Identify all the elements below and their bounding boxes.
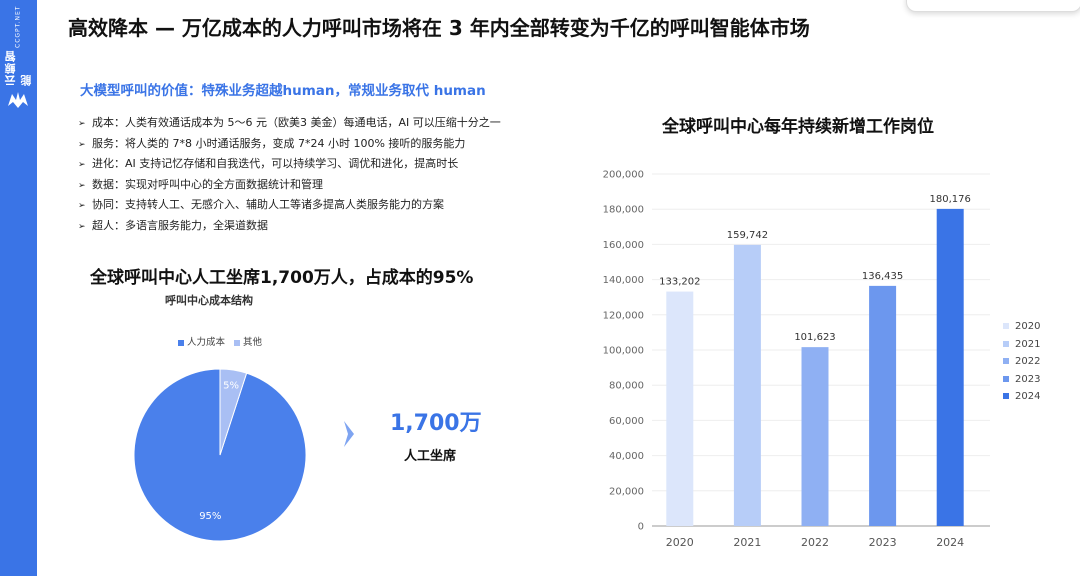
- bar: [801, 347, 829, 526]
- list-item: ➢ 服务：将人类的 7*8 小时通话服务，变成 7*24 小时 100% 接听的服…: [78, 134, 501, 155]
- bar-chart-title: 全球呼叫中心每年持续新增工作岗位: [662, 117, 934, 137]
- seat-count-label: 人工坐席: [404, 449, 457, 464]
- list-item: ➢ 协同：支持转人工、无感介入、辅助人工等诸多提高人类服务能力的方案: [78, 195, 501, 216]
- legend-swatch: [1003, 358, 1009, 364]
- y-tick-label: 180,000: [603, 205, 644, 216]
- bar-legend-item: 2024: [1003, 388, 1040, 406]
- bar-legend-item: 2021: [1003, 336, 1040, 354]
- pie-data-label: 5%: [223, 380, 239, 391]
- arrow-bullet-icon: ➢: [78, 180, 86, 191]
- brand-logo-icon: [8, 92, 28, 108]
- y-tick-label: 80,000: [609, 381, 644, 392]
- legend-swatch: [1003, 340, 1009, 347]
- list-item: ➢ 超人：多语言服务能力，全渠道数据: [78, 216, 501, 237]
- y-tick-label: 60,000: [609, 416, 644, 427]
- brand-logotype: 云鲸智能 CCGPT.NET: [4, 6, 33, 86]
- pie-legend-item: 人力成本: [178, 337, 225, 348]
- bar-legend-item: 2023: [1003, 371, 1040, 389]
- seat-count: 1,700万: [390, 411, 482, 436]
- y-tick-label: 100,000: [603, 346, 644, 357]
- legend-swatch: [234, 339, 241, 346]
- seat-heading: 全球呼叫中心人工坐席1,700万人，占成本的95%: [90, 268, 474, 288]
- y-tick-label: 160,000: [603, 240, 644, 251]
- sidebar: 云鲸智能 CCGPT.NET: [0, 0, 37, 576]
- top-overlay-card: [906, 0, 1080, 12]
- pie-chart-title: 呼叫中心成本结构: [165, 294, 253, 307]
- arrow-bullet-icon: ➢: [78, 119, 86, 129]
- arrow-bullet-icon: ➢: [78, 139, 86, 150]
- bar: [733, 244, 761, 527]
- page-title: 高效降本 — 万亿成本的人力呼叫市场将在 3 年内全部转变为千亿的呼叫智能体市场: [68, 16, 810, 40]
- y-tick-label: 120,000: [603, 310, 644, 321]
- arrow-bullet-icon: ➢: [78, 201, 86, 212]
- value-bullet-list: ➢ 成本：人类有效通话成本为 5～6 元（欧美3 美金）每通电话，AI 可以压缩十…: [78, 113, 501, 237]
- y-tick-label: 20,000: [609, 486, 644, 497]
- bar-legend-item: 2022: [1003, 353, 1040, 371]
- pie-legend: 人力成本 其他: [178, 334, 268, 348]
- pie-slice: [219, 368, 248, 456]
- bar-legend-item: 2020: [1003, 318, 1040, 336]
- x-tick-label: 2024: [936, 536, 964, 549]
- y-tick-label: 200,000: [603, 170, 644, 181]
- bar-data-label: 133,202: [659, 277, 700, 288]
- bar: [666, 291, 694, 526]
- list-item: ➢ 成本：人类有效通话成本为 5～6 元（欧美3 美金）每通电话，AI 可以压缩十…: [78, 113, 501, 134]
- x-tick-label: 2020: [666, 536, 694, 549]
- arrow-bullet-icon: ➢: [78, 221, 86, 232]
- x-tick-label: 2022: [801, 536, 829, 549]
- legend-swatch: [1003, 393, 1009, 399]
- legend-swatch: [178, 339, 184, 346]
- y-tick-label: 40,000: [609, 451, 644, 462]
- y-tick-label: 0: [638, 522, 644, 533]
- brand-site: CCGPT.NET: [14, 6, 22, 49]
- legend-swatch: [1003, 323, 1009, 329]
- pie-data-label: 95%: [199, 511, 221, 522]
- bar-legend: 2020 2021 2022 2023 2024: [1003, 318, 1040, 406]
- pie-chart: 95% 5%: [133, 368, 307, 542]
- chevron-right-icon: [344, 421, 354, 447]
- bar-chart: 0 20,000 40,000 60,000 80,000 100,000 120,000 1…: [603, 170, 990, 549]
- x-tick-label: 2021: [733, 536, 761, 549]
- bar: [869, 285, 897, 526]
- bar-data-label: 180,176: [930, 194, 971, 205]
- list-item: ➢ 数据：实现对呼叫中心的全方面数据统计和管理: [78, 175, 501, 196]
- bar-data-label: 136,435: [862, 271, 903, 282]
- list-item: ➢ 进化：AI 支持记忆存储和自我迭代，可以持续学习、调优和进化，提高时长: [78, 154, 501, 175]
- legend-swatch: [1003, 375, 1009, 382]
- bar-data-label: 101,623: [794, 332, 835, 343]
- brand-name: 云鲸智能: [4, 50, 33, 86]
- y-tick-label: 140,000: [603, 275, 644, 286]
- pie-legend-item: 其他: [234, 337, 262, 348]
- arrow-bullet-icon: ➢: [78, 160, 86, 171]
- bar-data-label: 159,742: [727, 230, 768, 241]
- bar: [936, 208, 964, 526]
- x-tick-label: 2023: [869, 536, 897, 549]
- value-subtitle: 大模型呼叫的价值：特殊业务超越human，常规业务取代 human: [80, 83, 486, 99]
